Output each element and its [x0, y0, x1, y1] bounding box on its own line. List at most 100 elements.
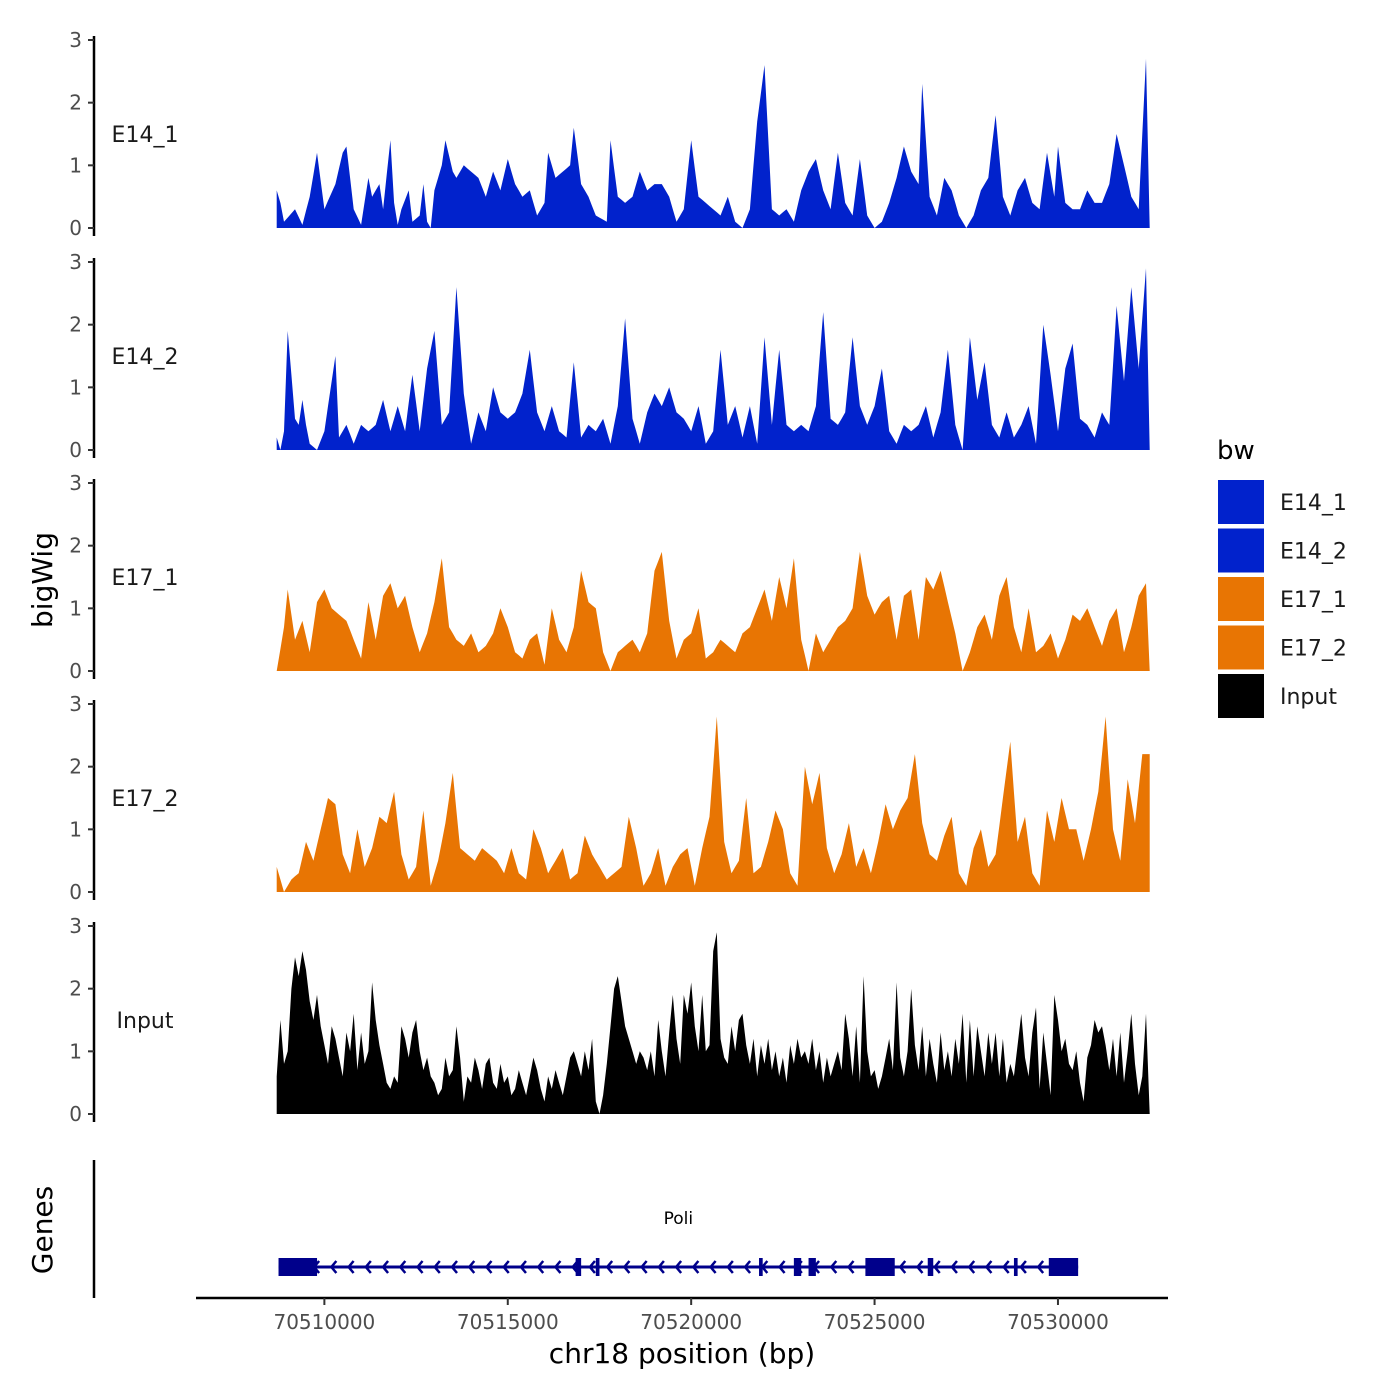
track-label: E14_1 [112, 123, 179, 148]
gene-exon [278, 1258, 318, 1276]
strand-arrow [1036, 1260, 1045, 1274]
gene-exon [759, 1258, 763, 1276]
x-tick-label: 70520000 [640, 1310, 742, 1334]
legend-swatch-e14-1 [1218, 480, 1264, 524]
y-tick-label: 2 [69, 313, 82, 337]
strand-arrow [398, 1260, 407, 1274]
track-label: E14_2 [112, 345, 179, 370]
y-tick-label: 2 [69, 534, 82, 558]
legend-swatch-e17-1 [1218, 577, 1264, 621]
strand-arrow [915, 1260, 924, 1274]
y-tick-label: 1 [69, 817, 82, 841]
strand-arrow [364, 1260, 372, 1274]
x-tick-label: 70515000 [457, 1310, 559, 1334]
strand-arrow [846, 1260, 855, 1274]
strand-arrow [433, 1260, 441, 1274]
genes-panel: Poli [92, 1160, 1079, 1298]
legend-swatch-e14-2 [1218, 528, 1264, 573]
legend-label: E17_1 [1280, 588, 1347, 613]
strand-arrow [536, 1260, 545, 1274]
y-tick-label: 0 [69, 216, 82, 240]
gene-exon [1013, 1258, 1018, 1276]
y-tick-label: 0 [69, 1102, 82, 1126]
strand-arrow [553, 1260, 562, 1274]
strand-arrow [467, 1260, 476, 1274]
y-tick-label: 0 [69, 438, 82, 462]
track-label: E17_2 [112, 787, 179, 812]
legend-label: Input [1280, 685, 1337, 710]
signal-area-e17-2 [276, 716, 1150, 892]
gene-exon [865, 1258, 895, 1276]
y-tick-label: 3 [69, 471, 82, 495]
y-axis-title: bigWig [26, 532, 59, 628]
strand-arrow [329, 1260, 338, 1274]
legend-title: bw [1217, 436, 1255, 466]
strand-arrow [1019, 1260, 1027, 1274]
strand-arrow [950, 1260, 958, 1274]
legend: bw E14_1 E14_2 E17_1 E17_2 Input [1217, 436, 1347, 718]
strand-arrow [381, 1260, 390, 1274]
legend-swatch-e17-2 [1218, 625, 1264, 670]
x-tick-label: 70510000 [273, 1310, 375, 1334]
y-tick-label: 2 [69, 977, 82, 1001]
signal-panels: 0 1 2 3 E14_1 0 1 2 3 E14_2 0 1 2 3 E17_1 0 1 2 3 E17_2 0 1 2 3… [69, 28, 1150, 1126]
strand-arrow [622, 1260, 631, 1274]
strand-arrow [777, 1260, 786, 1274]
strand-arrow [484, 1260, 493, 1274]
track-label: E17_1 [112, 566, 179, 591]
strand-arrow [657, 1260, 665, 1274]
strand-arrow [984, 1260, 993, 1274]
legend-label: E14_1 [1280, 491, 1347, 516]
strand-arrow [691, 1260, 700, 1274]
track-e17-2: 0 1 2 3 E17_2 [69, 692, 1150, 904]
y-tick-label: 1 [69, 596, 82, 620]
track-input: 0 1 2 3 Input [69, 914, 1150, 1126]
gene-name-label: Poli [664, 1209, 694, 1229]
strand-arrow [674, 1260, 683, 1274]
strand-arrow [415, 1260, 424, 1274]
strand-arrow [708, 1260, 717, 1274]
signal-area-e14-1 [276, 58, 1150, 228]
strand-arrow [502, 1260, 510, 1274]
x-tick-label: 70530000 [1007, 1310, 1109, 1334]
track-e14-1: 0 1 2 3 E14_1 [69, 28, 1150, 240]
y-tick-label: 0 [69, 659, 82, 683]
strand-arrow [519, 1260, 527, 1274]
y-tick-label: 3 [69, 692, 82, 716]
gene-poli: Poli [278, 1209, 1079, 1276]
strand-arrow [605, 1260, 614, 1274]
strand-arrow [898, 1260, 907, 1274]
strand-arrow [450, 1260, 458, 1274]
strand-arrow [346, 1260, 355, 1274]
gene-exon [575, 1258, 582, 1276]
strand-arrow [640, 1260, 648, 1274]
legend-swatch-input [1218, 674, 1264, 718]
gene-exon [927, 1258, 934, 1276]
y-tick-label: 1 [69, 1039, 82, 1063]
x-tick-label: 70525000 [824, 1310, 926, 1334]
y-tick-label: 0 [69, 880, 82, 904]
track-label: Input [117, 1009, 174, 1034]
strand-arrow [1002, 1260, 1010, 1274]
signal-area-e17-1 [276, 551, 1150, 671]
track-e14-2: 0 1 2 3 E14_2 [69, 250, 1150, 462]
y-tick-label: 2 [69, 91, 82, 115]
y-tick-label: 1 [69, 375, 82, 399]
gene-exon [808, 1258, 816, 1276]
strand-arrow [829, 1260, 838, 1274]
gene-exon [1048, 1258, 1079, 1276]
gene-exon [793, 1258, 802, 1276]
x-axis-title: chr18 position (bp) [549, 1337, 815, 1370]
y-tick-label: 1 [69, 153, 82, 177]
y-tick-label: 3 [69, 914, 82, 938]
strand-arrow [743, 1260, 752, 1274]
y-tick-label: 2 [69, 755, 82, 779]
y-tick-label: 3 [69, 28, 82, 52]
y-tick-label: 3 [69, 250, 82, 274]
genes-axis-title: Genes [26, 1186, 59, 1274]
signal-area-e14-2 [276, 268, 1150, 450]
strand-arrow [933, 1260, 941, 1274]
legend-label: E17_2 [1280, 637, 1347, 662]
gene-exon [595, 1258, 600, 1276]
